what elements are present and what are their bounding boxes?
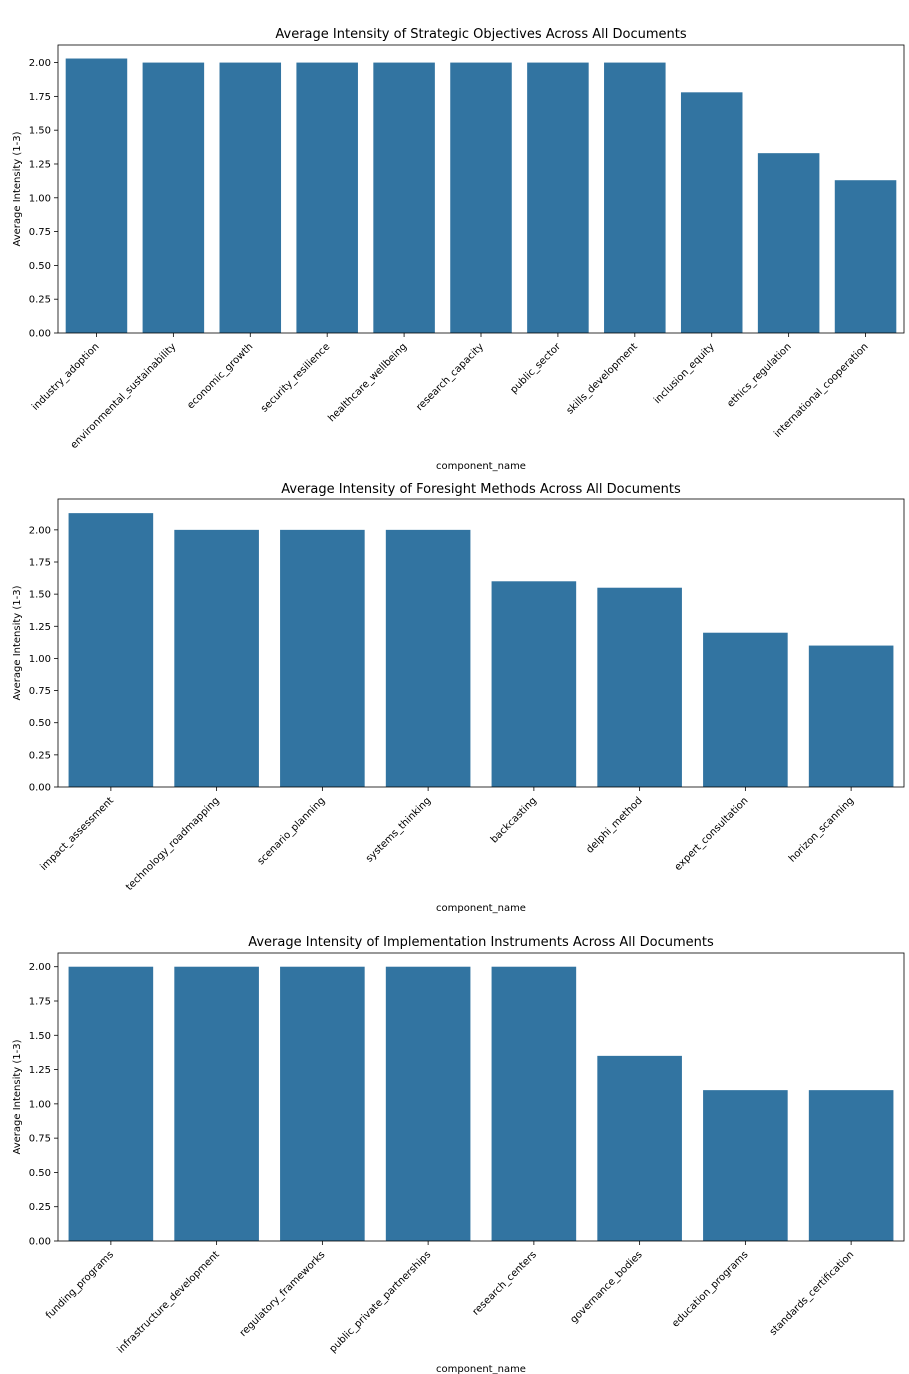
bar-backcasting (491, 581, 577, 787)
x-tick-label-funding_programs: funding_programs (44, 1249, 116, 1321)
bar-infrastructure_development (174, 966, 259, 1241)
y-tick-label: 0.00 (29, 329, 51, 340)
x-tick-label-infrastructure_development: infrastructure_development (116, 1249, 222, 1355)
bar-delphi_method (597, 587, 682, 787)
bar-economic_growth (219, 62, 282, 333)
bar-horizon_scanning (808, 645, 894, 787)
y-tick-label: 0.50 (29, 261, 51, 272)
chart-title: Average Intensity of Strategic Objective… (275, 27, 686, 42)
y-tick-label: 0.50 (29, 718, 51, 729)
x-tick-label-horizon_scanning: horizon_scanning (787, 795, 856, 864)
x-tick-label-industry_adoption: industry_adoption (30, 341, 101, 412)
y-tick-label: 0.75 (29, 227, 51, 238)
x-axis-label: component_name (436, 1364, 526, 1374)
chart-panel-3: 0.00 0.25 0.50 0.75 1.00 1.25 1.50 1.75 2.00 fund… (12, 935, 905, 1374)
y-axis-label: Average Intensity (1-3) (12, 131, 23, 246)
x-tick-label-delphi_method: delphi_method (584, 795, 644, 855)
bar-public_sector (527, 62, 589, 333)
bar-environmental_sustainability (142, 62, 205, 333)
chart-panel-2: 0.00 0.25 0.50 0.75 1.00 1.25 1.50 1.75 2.00 impa… (12, 482, 905, 914)
bar-international_cooperation (834, 180, 897, 333)
x-tick-label-public_sector: public_sector (509, 341, 564, 396)
y-tick-label: 1.25 (29, 159, 51, 170)
x-tick-label-expert_consultation: expert_consultation (673, 795, 751, 873)
y-tick-label: 1.75 (29, 997, 51, 1008)
bar-systems_thinking (385, 529, 471, 787)
x-tick-label-ethics_regulation: ethics_regulation (725, 341, 793, 409)
chart-title: Average Intensity of Foresight Methods A… (281, 482, 681, 497)
x-tick-label-impact_assessment: impact_assessment (38, 795, 116, 873)
chart-panel-1: 0.00 0.25 0.50 0.75 1.00 1.25 1.50 1.75 2.00 indu… (12, 27, 905, 472)
x-tick-label-skills_development: skills_development (565, 341, 640, 416)
bar-governance_bodies (597, 1055, 682, 1241)
bar-funding_programs (68, 966, 154, 1241)
y-tick-label: 1.75 (29, 92, 51, 103)
bar-inclusion_equity (680, 92, 743, 333)
y-tick-label: 0.25 (29, 295, 51, 306)
bar-security_resilience (296, 62, 358, 333)
x-tick-label-technology_roadmapping: technology_roadmapping (124, 795, 222, 893)
y-tick-label: 0.75 (29, 686, 51, 697)
y-tick-label: 1.00 (29, 1099, 51, 1110)
x-tick-label-scenario_planning: scenario_planning (256, 795, 328, 867)
chart-title: Average Intensity of Implementation Inst… (248, 935, 714, 950)
plot-frame (57, 952, 905, 1242)
x-tick-label-backcasting: backcasting (489, 795, 539, 845)
bar-research_centers (491, 966, 577, 1241)
bar-ethics_regulation (757, 153, 820, 333)
y-tick-label: 0.00 (29, 783, 51, 794)
bar-research_capacity (450, 62, 512, 333)
x-tick-label-governance_bodies: governance_bodies (568, 1249, 644, 1325)
y-tick-label: 1.00 (29, 654, 51, 665)
x-tick-label-inclusion_equity: inclusion_equity (652, 341, 717, 406)
y-tick-label: 1.50 (29, 1031, 51, 1042)
y-tick-label: 2.00 (29, 962, 51, 973)
y-tick-label: 0.50 (29, 1168, 51, 1179)
y-tick-label: 1.75 (29, 558, 51, 569)
x-tick-label-healthcare_wellbeing: healthcare_wellbeing (326, 341, 409, 424)
bar-healthcare_wellbeing (373, 62, 435, 333)
x-tick-label-security_resilience: security_resilience (259, 341, 332, 414)
bar-public_private_partnerships (385, 966, 471, 1241)
bar-education_programs (703, 1090, 788, 1241)
bar-expert_consultation (703, 632, 788, 787)
x-axis-label: component_name (436, 903, 526, 914)
bar-skills_development (604, 62, 666, 333)
y-tick-label: 0.25 (29, 1202, 51, 1213)
y-axis-label: Average Intensity (1-3) (12, 585, 23, 700)
y-tick-label: 1.50 (29, 590, 51, 601)
bar-standards_certification (808, 1090, 894, 1241)
x-tick-label-economic_growth: economic_growth (185, 341, 255, 411)
x-tick-label-systems_thinking: systems_thinking (364, 795, 433, 864)
y-tick-label: 0.00 (29, 1237, 51, 1248)
y-tick-label: 1.50 (29, 126, 51, 137)
y-tick-label: 0.75 (29, 1134, 51, 1145)
x-tick-label-education_programs: education_programs (670, 1249, 750, 1329)
y-tick-label: 1.25 (29, 1065, 51, 1076)
bar-impact_assessment (68, 513, 154, 787)
x-tick-label-research_centers: research_centers (471, 1249, 539, 1317)
x-tick-label-international_cooperation: international_cooperation (772, 341, 870, 439)
y-tick-label: 2.00 (29, 525, 51, 536)
x-tick-label-research_capacity: research_capacity (414, 341, 486, 413)
bar-regulatory_frameworks (280, 966, 365, 1241)
y-axis-label: Average Intensity (1-3) (12, 1039, 23, 1154)
y-tick-label: 1.25 (29, 622, 51, 633)
y-tick-label: 1.00 (29, 193, 51, 204)
bar-scenario_planning (280, 529, 365, 787)
bar-technology_roadmapping (174, 529, 259, 787)
plot-frame (57, 498, 905, 788)
y-tick-label: 2.00 (29, 58, 51, 69)
x-tick-label-standards_certification: standards_certification (768, 1249, 856, 1337)
x-tick-label-public_private_partnerships: public_private_partnerships (328, 1249, 434, 1355)
bar-industry_adoption (65, 58, 128, 334)
x-tick-label-regulatory_frameworks: regulatory_frameworks (238, 1249, 328, 1339)
x-axis-label: component_name (436, 461, 526, 472)
y-tick-label: 0.25 (29, 750, 51, 761)
